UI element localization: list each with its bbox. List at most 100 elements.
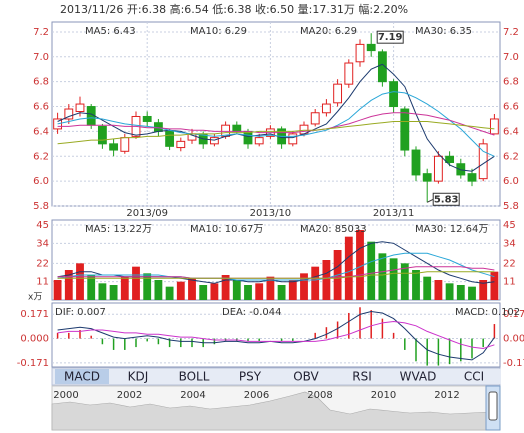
y-tick-label: 0.171 [20,309,49,320]
candle-body [288,133,298,145]
candle-body [64,108,74,120]
candle-body [366,43,376,52]
y2-tick-label: 6.8 [503,77,519,88]
x-tick-label: 2013/10 [250,208,292,219]
volume-panel [51,219,501,301]
candle-body [411,149,421,176]
tab-label: BOLL [179,370,210,384]
volume-bar [412,270,420,300]
y-tick-label: 7.0 [33,52,49,63]
legend-entry: MA30: 6.35 [415,26,472,37]
volume-bar [255,283,264,300]
volume-bar [434,280,443,300]
tab[interactable] [111,369,165,384]
legend-entry: MA5: 13.22万 [85,224,152,235]
candle-body [344,62,354,85]
ma-line [57,252,495,281]
candle-body [333,83,343,104]
volume-bar [232,280,241,300]
candle-body [445,155,455,163]
y2-tick-label: 7.2 [503,27,519,38]
y-tick-label: 6.2 [33,151,49,162]
y-tick-label: 22 [36,258,49,269]
legend-entry: MA20: 6.29 [300,26,357,37]
ma-line [57,271,495,279]
x-tick-label: 2013/11 [373,208,415,219]
ma-line [57,320,495,350]
y-tick-label: 45 [36,220,49,231]
ma-line [57,112,495,136]
candle-body [355,43,365,63]
y-tick-label: 6.0 [33,176,49,187]
y-tick-label: 11 [36,277,49,288]
volume-bar [120,276,129,300]
y2-tick-label: 22 [503,258,516,269]
candle-body [109,143,119,151]
y-tick-label: 6.8 [33,77,49,88]
volume-bar [300,273,308,300]
timeline-year: 2000 [53,390,78,401]
y2-tick-label: 7.0 [503,52,519,63]
candle-body [321,103,331,114]
y-tick-label: 6.4 [33,126,49,137]
legend-entry: MA20: 85033 [300,224,367,235]
low-pointer [426,198,434,203]
volume-bar [367,241,376,300]
y2-tick-label: 11 [503,277,516,288]
candle-body [254,137,264,145]
timeline-handle[interactable] [488,391,498,421]
legend-entry: DIF: 0.007 [55,307,106,318]
volume-bar [188,278,196,300]
volume-bar [311,266,320,300]
tab-label: KDJ [128,370,149,384]
ma-line [57,63,495,172]
volume-bar [199,285,208,300]
volume-bar [221,275,230,300]
y2-tick-label: 0.000 [503,334,524,345]
volume-bar [456,285,465,300]
volume-bar [423,276,432,300]
tab[interactable] [167,369,221,384]
candle-body [467,173,477,182]
volume-bar [266,276,275,300]
candle-body [75,103,85,113]
candle-body [243,130,253,145]
volume-bar [210,283,219,300]
volume-bar [143,273,152,300]
tab-label: MACD [64,370,100,384]
candle-body [456,163,466,176]
volume-bar [53,280,62,300]
tab[interactable] [55,369,109,384]
timeline-year: 2004 [180,390,205,401]
y2-tick-label: 34 [503,238,516,249]
quote-header: 2013/11/26 开:6.38 高:6.54 低:6.38 收:6.50 量… [60,2,408,16]
y-tick-label: 34 [36,238,49,249]
y-tick-label: 6.6 [33,102,49,113]
volume-bar [389,258,398,300]
tab[interactable] [447,369,501,384]
volume-bar [132,266,140,300]
tab-label: OBV [293,370,319,384]
legend-entry: MA10: 10.67万 [190,224,263,235]
tab-label: RSI [352,370,372,384]
timeline-year: 2012 [434,390,459,401]
tab[interactable] [223,369,277,384]
tab[interactable] [335,369,389,384]
candle-body [377,51,387,83]
tab-label: PSY [239,370,262,384]
volume-bar [176,281,185,300]
tab[interactable] [279,369,333,384]
y2-tick-label: 5.8 [503,201,519,212]
volume-bar [356,230,364,300]
y2-tick-label: 6.2 [503,151,519,162]
volume-bar [244,285,252,300]
volume-bar [165,286,174,300]
legend-entry: MACD: 0.102 [455,307,520,318]
timeline-year: 2006 [244,390,269,401]
y-tick-label: 0.000 [20,334,49,345]
volume-bar [154,280,163,300]
candle-body [310,112,320,125]
tab[interactable] [391,369,445,384]
low-label: 5.83 [434,194,459,205]
